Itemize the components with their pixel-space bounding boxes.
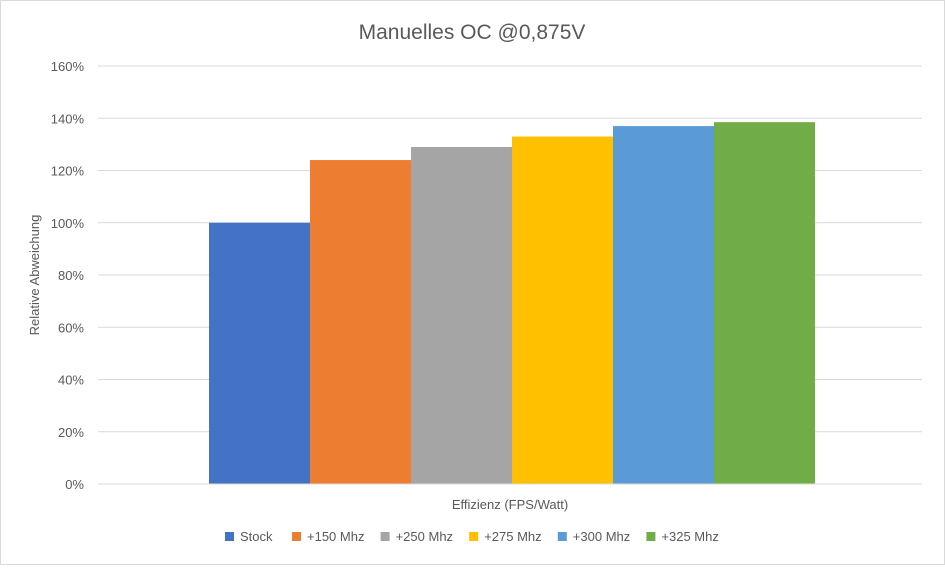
- legend-item: +325 Mhz: [646, 529, 719, 544]
- bar-stock: [209, 222, 310, 484]
- legend-swatch: [557, 532, 567, 541]
- legend-swatch: [646, 532, 656, 541]
- legend-label: +300 Mhz: [573, 529, 630, 544]
- y-tick-label: 140%: [51, 111, 85, 126]
- bar-325-mhz: [714, 122, 815, 484]
- chart-title: Manuelles OC @0,875V: [359, 21, 586, 44]
- y-tick-label: 80%: [58, 268, 84, 283]
- y-axis-label: Relative Abweichung: [27, 215, 42, 336]
- legend-item: +150 Mhz: [292, 529, 364, 544]
- y-tick-label: 20%: [58, 425, 84, 440]
- legend-swatch: [292, 532, 301, 541]
- legend-label: Stock: [240, 529, 273, 544]
- legend-item: +300 Mhz: [557, 529, 630, 544]
- legend-item: +250 Mhz: [380, 529, 453, 544]
- x-axis-label: Effizienz (FPS/Watt): [452, 497, 568, 512]
- y-tick-label: 120%: [51, 164, 85, 179]
- legend-swatch: [469, 532, 479, 541]
- bar-275-mhz: [512, 136, 613, 484]
- bars: [209, 122, 815, 485]
- y-tick-label: 160%: [51, 59, 85, 74]
- y-tick-label: 40%: [58, 373, 84, 388]
- bar-250-mhz: [411, 146, 512, 485]
- legend-swatch: [380, 532, 390, 541]
- y-tick-label: 100%: [51, 216, 85, 231]
- legend: Stock +150 Mhz +250 Mhz +275 Mhz +300 Mhz +32…: [225, 529, 719, 544]
- legend-item: Stock: [225, 529, 273, 544]
- y-tick-label: 0%: [65, 477, 84, 492]
- legend-swatch: [225, 532, 234, 541]
- legend-label: +275 Mhz: [484, 529, 541, 544]
- legend-item: +275 Mhz: [469, 529, 542, 544]
- legend-label: +250 Mhz: [396, 529, 453, 544]
- y-tick-label: 60%: [58, 320, 84, 335]
- y-axis-ticks: 0% 20% 40% 60% 80% 100% 120% 140% 160%: [51, 59, 85, 492]
- legend-label: +325 Mhz: [661, 529, 718, 544]
- bar-300-mhz: [613, 126, 714, 485]
- bar-150-mhz: [310, 160, 411, 485]
- legend-label: +150 Mhz: [307, 529, 364, 544]
